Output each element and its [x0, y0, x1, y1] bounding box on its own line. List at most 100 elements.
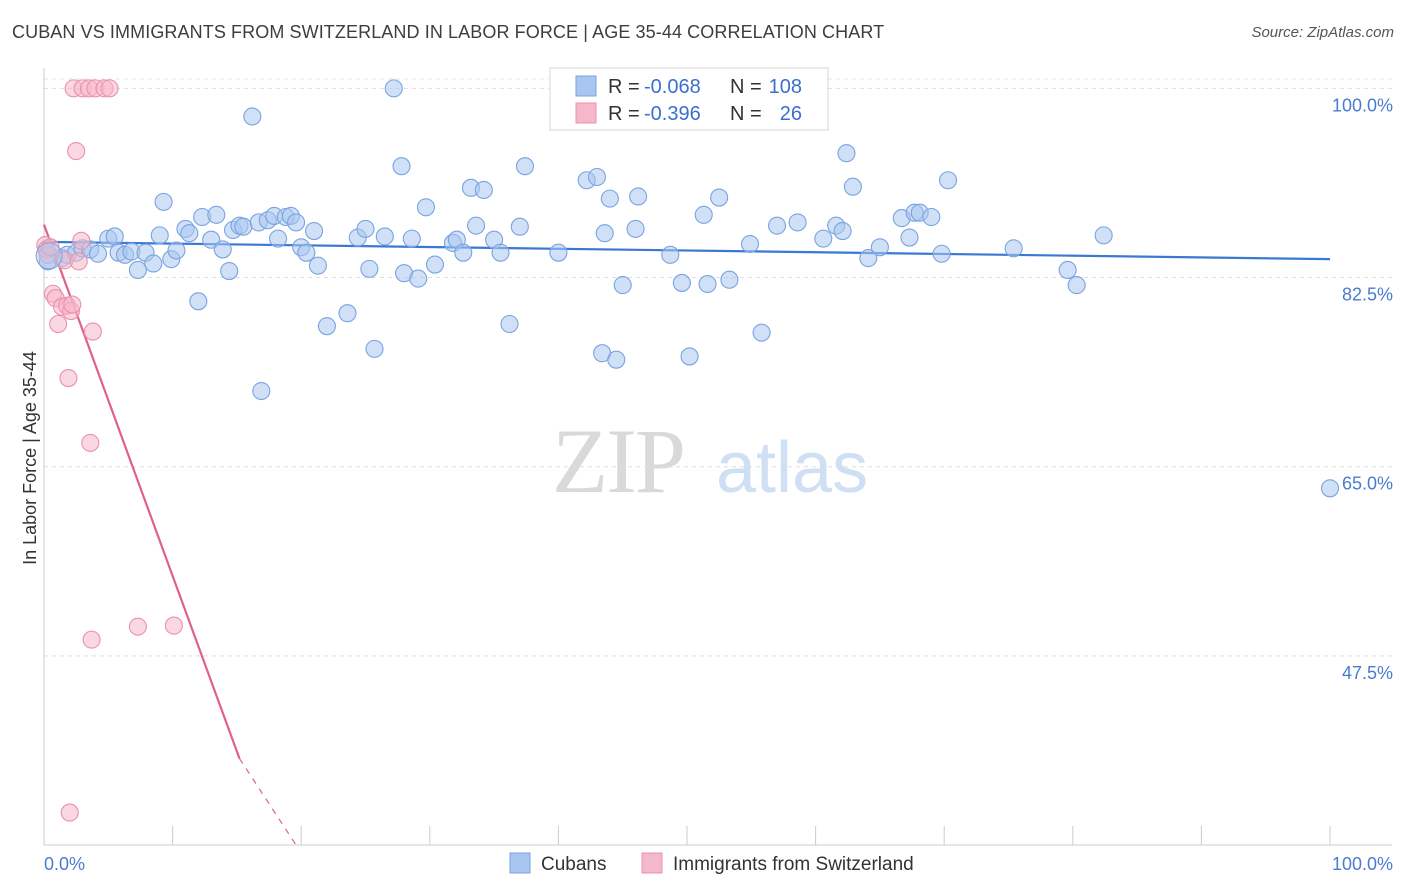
trend-lines: [42, 224, 1331, 846]
cuban-point: [207, 205, 226, 224]
legend-n-label-swiss: N =: [730, 103, 762, 125]
gridlines: [44, 78, 1392, 657]
swiss-point: [59, 369, 78, 388]
stats-legend: R = -0.068 N = 108 R = -0.396 N = 26: [549, 67, 829, 131]
cuban-point: [626, 219, 645, 238]
cuban-point: [425, 255, 444, 274]
series-legend-label-swiss: Immigrants from Switzerland: [673, 854, 914, 875]
cuban-point: [180, 224, 199, 243]
cuban-point: [338, 304, 357, 323]
cuban-point: [672, 273, 691, 292]
swiss-point: [60, 803, 79, 822]
cuban-point: [500, 314, 519, 334]
cuban-point: [305, 222, 324, 241]
cuban-point: [234, 217, 253, 236]
cuban-point: [694, 205, 713, 224]
cuban-point: [150, 226, 169, 245]
cuban-point: [317, 317, 336, 336]
swiss-point: [128, 617, 147, 636]
cuban-point: [365, 339, 384, 358]
cuban-point: [720, 270, 739, 289]
cuban-point: [1094, 226, 1113, 245]
cuban-point: [932, 244, 951, 263]
cuban-point: [491, 243, 510, 262]
cuban-point: [220, 261, 239, 281]
x-tick-label-min: 0.0%: [44, 854, 85, 874]
y-tick-label: 100.0%: [1332, 95, 1393, 115]
cuban-point: [287, 213, 306, 232]
y-tick-labels: 47.5% 65.0% 82.5% 100.0%: [1332, 95, 1393, 682]
cuban-point: [167, 241, 186, 260]
source-credit: Source: ZipAtlas.com: [1251, 24, 1394, 41]
data-points: [35, 79, 1340, 822]
watermark: ZIP atlas: [552, 410, 868, 512]
cuban-point: [356, 219, 375, 238]
cuban-point: [360, 259, 379, 278]
swiss-point: [63, 295, 82, 314]
series-legend-swatch-cubans: [509, 852, 531, 874]
swiss-point: [69, 252, 88, 271]
cuban-point: [595, 224, 614, 243]
cuban-point: [252, 381, 271, 401]
cuban-point: [1067, 276, 1086, 295]
y-tick-label: 65.0%: [1342, 474, 1393, 494]
cuban-point: [243, 107, 262, 126]
series-cubans-points: [38, 79, 1340, 498]
watermark-zip: ZIP: [552, 410, 684, 512]
cuban-point: [467, 216, 486, 235]
cuban-point: [549, 243, 568, 262]
cuban-point: [297, 243, 316, 262]
cuban-point: [1320, 479, 1340, 498]
trend-line-swiss-extension: [238, 758, 297, 846]
cuban-point: [613, 276, 632, 295]
legend-r-label-cubans: R =: [608, 76, 640, 98]
cuban-point: [416, 198, 435, 217]
cuban-point: [837, 144, 856, 163]
swiss-point: [49, 314, 68, 334]
cuban-point: [1058, 260, 1077, 280]
legend-n-value-cubans: 108: [769, 76, 802, 98]
swiss-point: [164, 616, 183, 635]
swiss-point: [67, 142, 86, 161]
cuban-point: [88, 244, 108, 263]
cuban-point: [680, 347, 699, 366]
chart-title: CUBAN VS IMMIGRANTS FROM SWITZERLAND IN …: [12, 22, 885, 42]
cuban-point: [375, 227, 394, 246]
swiss-point: [83, 322, 102, 341]
swiss-point: [72, 231, 91, 250]
cuban-point: [308, 256, 327, 275]
cuban-point: [128, 260, 147, 280]
axes: [43, 68, 1392, 846]
cuban-point: [939, 171, 958, 190]
cuban-point: [710, 188, 729, 207]
cuban-point: [510, 217, 529, 236]
cuban-point: [870, 238, 889, 257]
cuban-point: [213, 240, 232, 259]
cuban-point: [269, 229, 288, 248]
legend-r-value-cubans: -0.068: [644, 76, 701, 98]
trend-line-cubans: [43, 240, 1331, 261]
cuban-point: [607, 350, 626, 369]
cuban-point: [154, 192, 173, 211]
x-tick-labels: 0.0% 100.0%: [44, 854, 1393, 874]
cuban-point: [752, 323, 771, 342]
series-swiss-points: [36, 79, 183, 822]
cuban-point: [587, 167, 607, 187]
y-tick-label: 82.5%: [1342, 285, 1393, 305]
series-legend-swatch-swiss: [641, 852, 663, 874]
series-legend-label-cubans: Cubans: [541, 854, 607, 875]
series-legend: Cubans Immigrants from Switzerland: [509, 852, 914, 875]
cuban-point: [600, 189, 619, 208]
cuban-point: [629, 187, 648, 206]
cuban-point: [1004, 239, 1023, 258]
legend-r-label-swiss: R =: [608, 103, 640, 125]
cuban-point: [859, 249, 878, 268]
cuban-cluster-point: [35, 242, 63, 270]
cuban-point: [105, 227, 124, 246]
y-axis-title: In Labor Force | Age 35-44: [20, 351, 40, 565]
legend-swatch-swiss: [575, 102, 597, 124]
cuban-point: [843, 177, 862, 196]
legend-n-label-cubans: N =: [730, 76, 762, 98]
swiss-point: [81, 433, 100, 452]
